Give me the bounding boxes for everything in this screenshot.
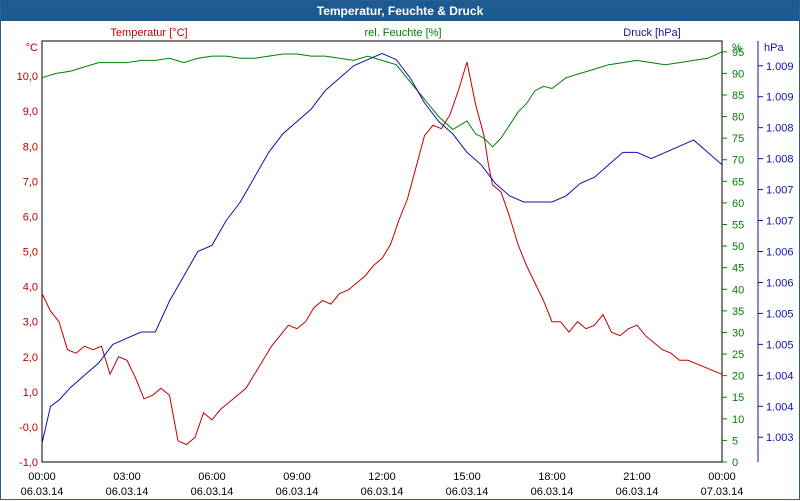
y-right1-tick-label: 5 [732,435,738,447]
window-title: Temperatur, Feuchte & Druck [1,1,799,21]
x-tick-date: 06.03.14 [616,486,659,498]
x-tick-date: 06.03.14 [21,486,64,498]
x-tick-date: 06.03.14 [106,486,149,498]
humidity-line [41,51,723,148]
y-left-tick-label: 3,0 [23,317,38,329]
legend-pressure: Druck [hPa] [623,27,680,39]
y-right2-tick-label: 1.008 [766,123,794,135]
y-right1-tick-label: 90 [732,68,744,80]
y-right1-tick-label: 30 [732,327,744,339]
temperature-line [41,61,723,446]
y-left-tick-label: 5,0 [23,247,38,259]
y-right1-unit: % [732,42,742,54]
x-tick-time: 06:00 [198,471,226,483]
x-tick-date: 06.03.14 [361,486,404,498]
pressure-line [41,52,723,444]
y-right2-tick-label: 1.004 [766,401,794,413]
x-tick-date: 06.03.14 [531,486,574,498]
x-tick-time: 12:00 [368,471,396,483]
axis-labels: 00:00 06.03.14 03:00 06.03.14 06:00 06.03.14 0… [17,27,794,498]
y-right2-tick-label: 1.009 [766,61,794,73]
y-left-tick-label: -0,0 [19,422,38,434]
x-tick-time: 00:00 [708,471,736,483]
y-right1-tick-label: 75 [732,133,744,145]
y-right1-tick-label: 20 [732,371,744,383]
series-layer [41,51,723,446]
x-tick-date: 07.03.14 [701,486,744,498]
y-right1-tick-label: 35 [732,306,744,318]
y-right1-tick-label: 65 [732,176,744,188]
y-left-tick-label: 1,0 [23,387,38,399]
y-right1-tick-label: 70 [732,155,744,167]
legend-temperature: Temperatur [°C] [110,27,187,39]
x-tick-time: 00:00 [28,471,56,483]
y-left-tick-label: -1,0 [19,457,38,469]
y-right1-tick-label: 40 [732,284,744,296]
x-tick-time: 18:00 [538,471,566,483]
legend-humidity: rel. Feuchte [%] [364,27,441,39]
x-tick-date: 06.03.14 [446,486,489,498]
y-right2-tick-label: 1.006 [766,277,794,289]
y-left-tick-label: 8,0 [23,141,38,153]
y-left-tick-label: 4,0 [23,282,38,294]
y-right1-tick-label: 60 [732,198,744,210]
y-right1-tick-label: 85 [732,90,744,102]
y-right2-tick-label: 1.009 [766,92,794,104]
y-right2-tick-label: 1.006 [766,247,794,259]
x-tick-time: 21:00 [623,471,651,483]
x-tick-date: 06.03.14 [191,486,234,498]
y-right1-tick-label: 80 [732,112,744,124]
y-left-tick-label: 10,0 [17,71,38,83]
y-left-tick-label: 7,0 [23,176,38,188]
y-right1-tick-label: 15 [732,392,744,404]
y-right1-tick-label: 50 [732,241,744,253]
plot-frame [41,40,723,463]
y-right1-tick-label: 0 [732,457,738,469]
x-tick-date: 06.03.14 [276,486,319,498]
y-right2-tick-label: 1.005 [766,308,794,320]
y-right2-unit: hPa [764,42,784,54]
y-left-tick-label: 9,0 [23,106,38,118]
y-right1-tick-label: 55 [732,220,744,232]
x-tick-time: 15:00 [453,471,481,483]
y-right1-tick-label: 10 [732,414,744,426]
y-left-tick-label: 6,0 [23,211,38,223]
y-right1-tick-label: 25 [732,349,744,361]
axes [41,40,763,463]
y-right2-tick-label: 1.005 [766,339,794,351]
y-right1-tick-label: 95 [732,47,744,59]
y-right2-tick-label: 1.007 [766,216,794,228]
y-right2-tick-label: 1.007 [766,185,794,197]
y-right1-tick-label: 45 [732,263,744,275]
y-left-tick-label: 2,0 [23,352,38,364]
x-tick-time: 03:00 [113,471,141,483]
x-tick-time: 09:00 [283,471,311,483]
y-right2-tick-label: 1.004 [766,370,794,382]
y-right2-tick-label: 1.008 [766,154,794,166]
y-right2-tick-label: 1.003 [766,432,794,444]
y-left-unit: °C [26,42,38,54]
